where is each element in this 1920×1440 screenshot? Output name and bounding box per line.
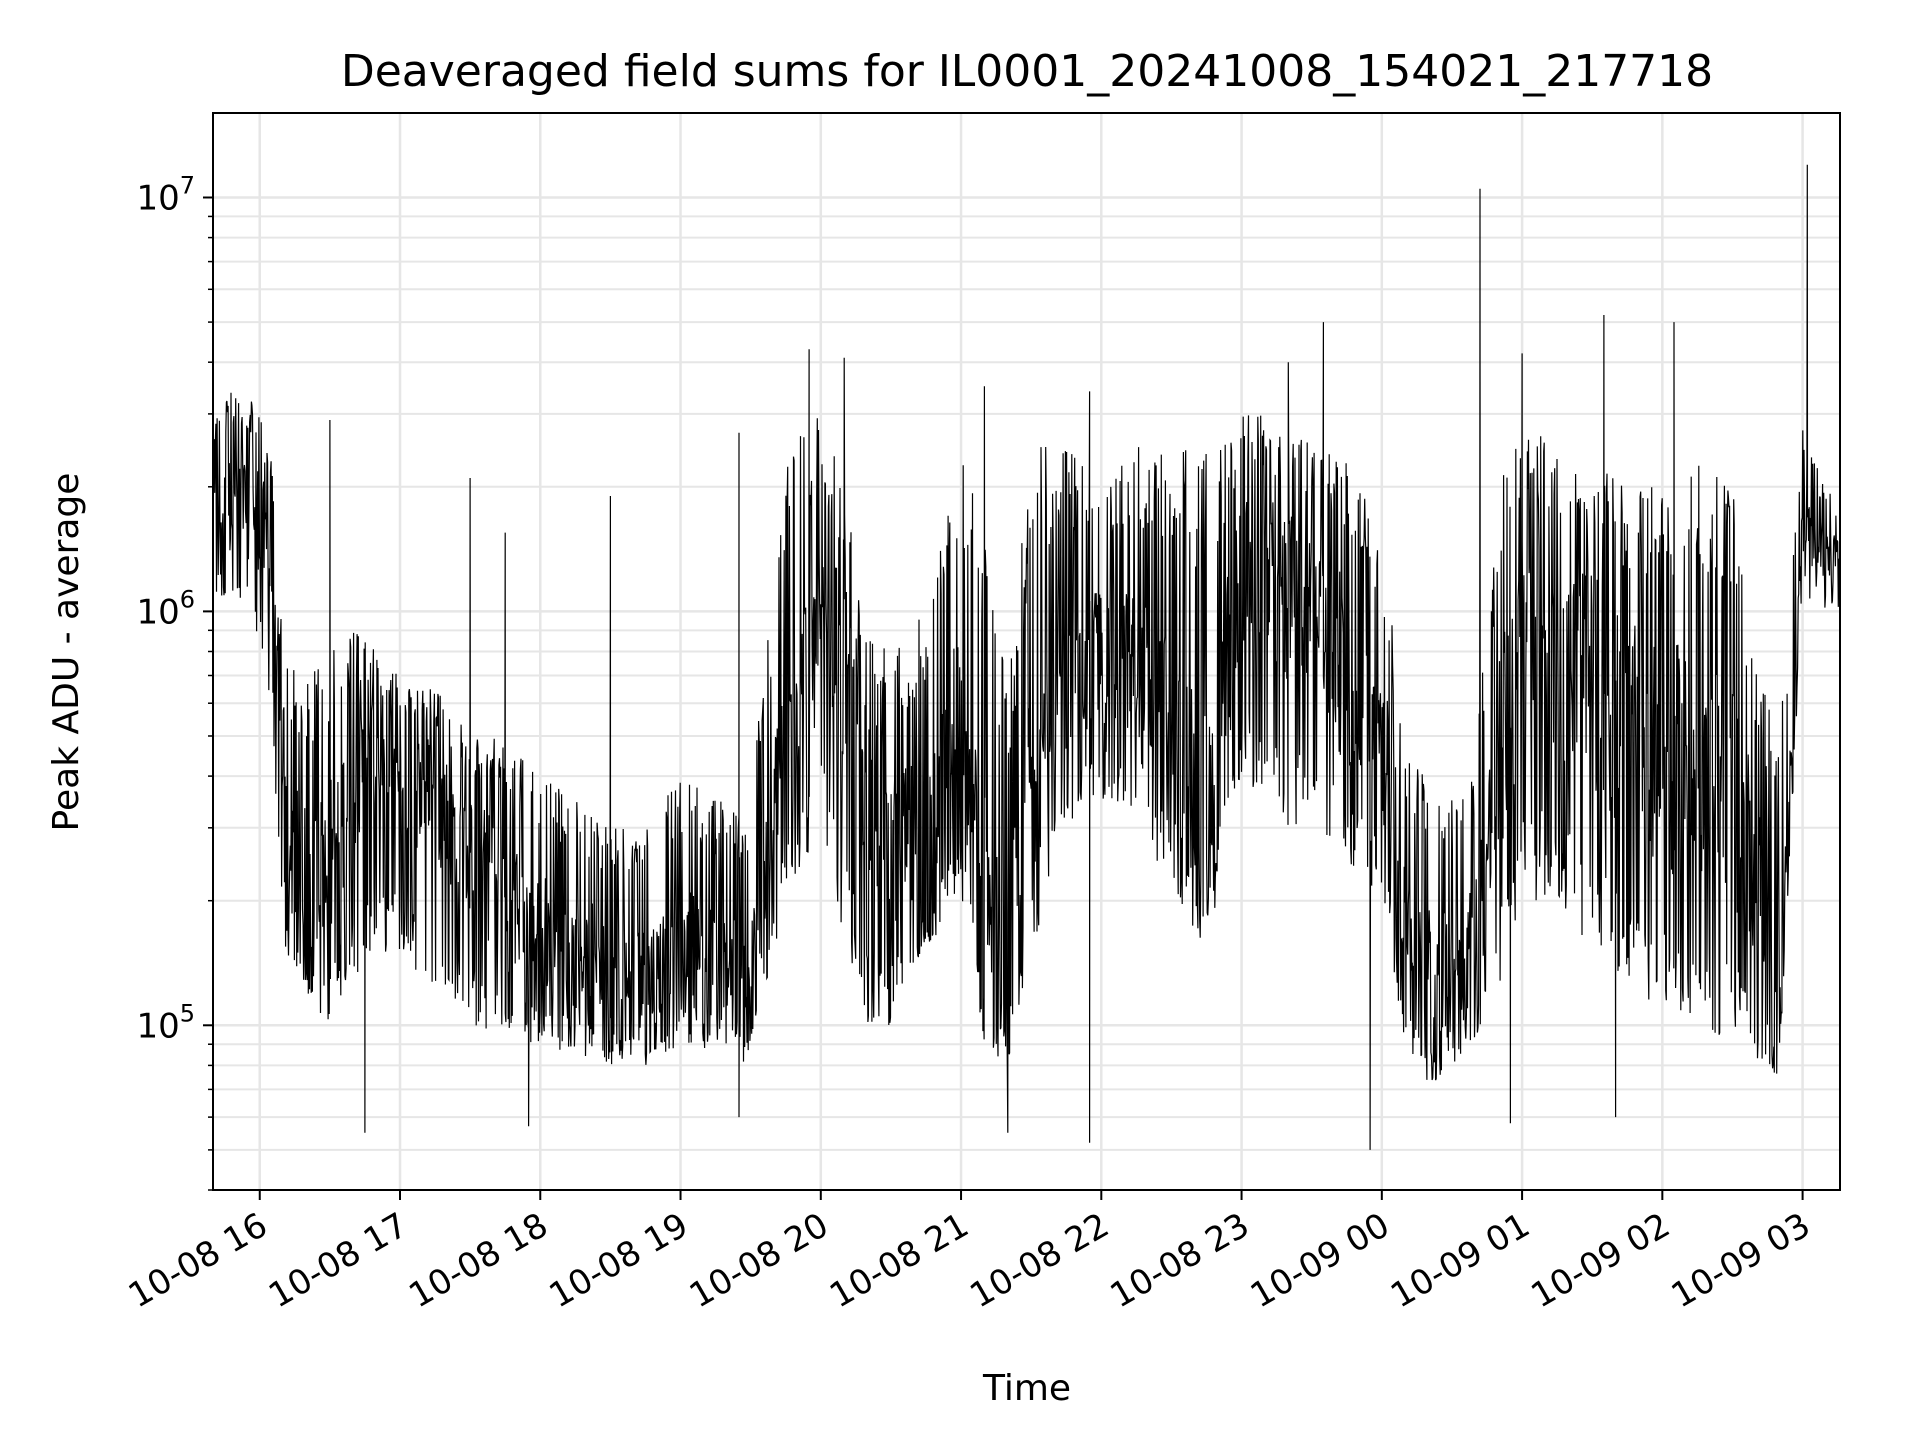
x-tick-label: 10-08 16 (122, 1205, 274, 1316)
series-line (212, 164, 1841, 1150)
y-axis-label: Peak ADU - average (46, 473, 87, 832)
x-tick-label: 10-09 02 (1524, 1205, 1676, 1316)
y-tick-label: 105 (136, 999, 195, 1046)
chart-title: Deaveraged field sums for IL0001_2024100… (341, 46, 1713, 97)
x-tick-label: 10-08 19 (543, 1205, 695, 1316)
x-tick-label: 10-08 23 (1104, 1205, 1256, 1316)
y-tick-label: 106 (136, 585, 195, 632)
x-tick-label: 10-08 17 (262, 1205, 414, 1316)
x-axis-label: Time (982, 1368, 1071, 1409)
x-tick-label: 10-08 20 (683, 1205, 835, 1316)
x-tick-label: 10-09 03 (1665, 1205, 1817, 1316)
x-tick-label: 10-08 21 (823, 1205, 975, 1316)
x-tick-label: 10-08 18 (402, 1205, 554, 1316)
x-tick-label: 10-08 22 (963, 1205, 1115, 1316)
x-tick-label: 10-09 00 (1244, 1205, 1396, 1316)
y-axis: 105 106 107 (136, 171, 213, 1191)
x-tick-label: 10-09 01 (1384, 1205, 1536, 1316)
series-group (212, 164, 1841, 1150)
y-tick-label: 107 (136, 171, 195, 218)
